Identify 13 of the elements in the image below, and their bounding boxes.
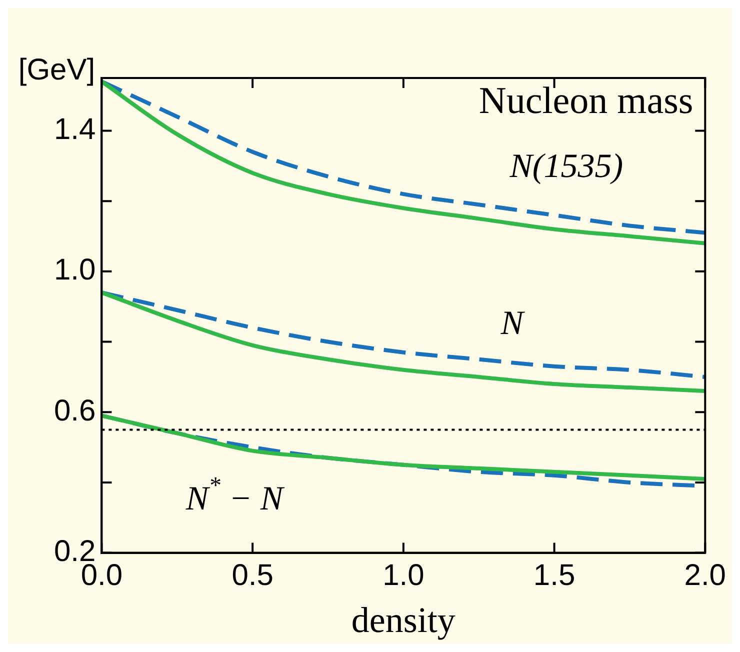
x-tick-label: 0.5	[232, 559, 274, 592]
x-tick-label: 1.5	[533, 559, 576, 592]
x-tick-label: 2.0	[684, 559, 726, 592]
x-axis-title: density	[351, 600, 456, 640]
x-tick-label: 1.0	[382, 559, 424, 592]
y-axis-title: [GeV]	[18, 53, 96, 86]
annotation: N(1535)	[508, 148, 624, 186]
annotation: N	[500, 304, 526, 342]
chart-title: Nucleon mass	[478, 80, 694, 122]
y-tick-label: 1.4	[54, 113, 96, 146]
annotation: N* − N	[184, 473, 286, 518]
y-tick-label: 0.6	[54, 394, 96, 428]
y-tick-label: 1.0	[54, 254, 96, 287]
